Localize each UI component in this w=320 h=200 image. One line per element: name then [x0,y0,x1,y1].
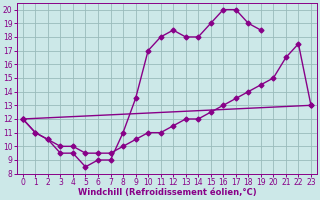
X-axis label: Windchill (Refroidissement éolien,°C): Windchill (Refroidissement éolien,°C) [77,188,256,197]
